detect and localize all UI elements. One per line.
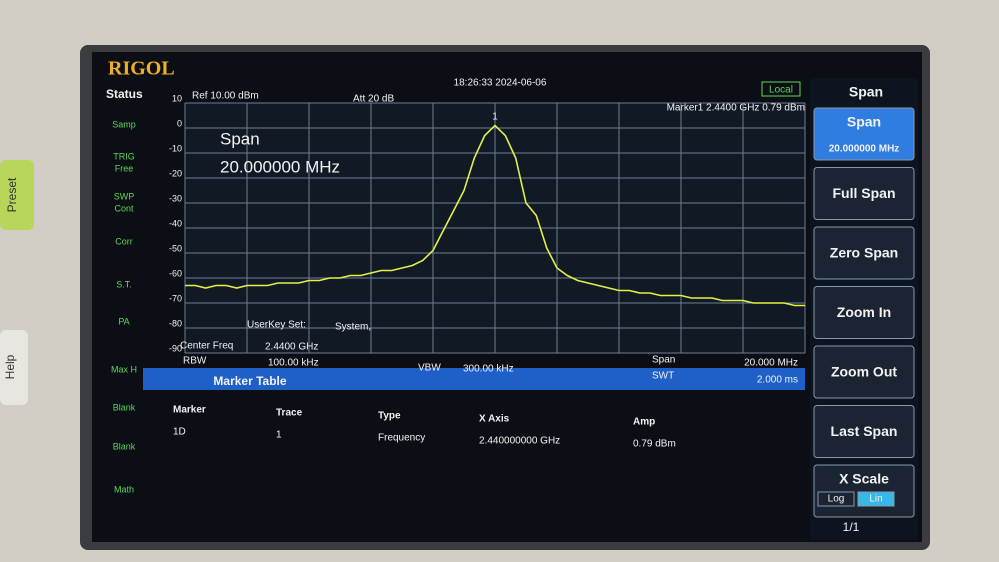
softkey-label: X Scale	[839, 471, 889, 487]
status-item: Blank	[113, 441, 136, 451]
scale-option[interactable]	[817, 491, 855, 507]
scale-option-label: Log	[828, 494, 845, 505]
help-button[interactable]	[0, 330, 28, 405]
status-item: Corr	[115, 236, 133, 246]
softkey-label: Zero Span	[830, 245, 898, 261]
info-rbw-label: RBW	[183, 356, 207, 367]
userkey-label: UserKey Set:	[247, 320, 306, 331]
y-tick-label: -30	[169, 193, 182, 203]
brand: RIGOL	[108, 58, 175, 80]
mode: Local	[769, 85, 793, 96]
status-item: Cont	[114, 203, 134, 213]
userkey-value: System,	[335, 322, 371, 333]
scale-option[interactable]	[857, 491, 895, 507]
table-header: X Axis	[479, 414, 510, 425]
overlay-span-label: Span	[220, 129, 260, 148]
softkey[interactable]	[813, 226, 915, 280]
table-cell: 1	[276, 430, 282, 441]
trace	[185, 124, 805, 307]
softkey[interactable]	[813, 345, 915, 399]
y-tick-label: 10	[172, 93, 182, 103]
span-value: 20.000000 MHz	[829, 144, 900, 155]
table-cell: 2.440000000 GHz	[479, 436, 560, 447]
table-header: Amp	[633, 417, 655, 428]
help-label: Help	[3, 354, 17, 379]
status-title: Status	[106, 87, 143, 101]
local-badge	[761, 81, 801, 97]
overlay-span-value: 20.000000 MHz	[220, 157, 340, 176]
table-cell: 1D	[173, 427, 186, 438]
softkey-label: Full Span	[833, 185, 896, 201]
status-item: S.T.	[116, 279, 132, 289]
datetime: 18:26:33 2024-06-06	[454, 78, 547, 89]
softkey[interactable]	[813, 107, 915, 161]
table-header: Trace	[276, 408, 303, 419]
table-header: Type	[378, 411, 401, 422]
status-item: PA	[118, 316, 129, 326]
menu-title: Span	[849, 84, 883, 100]
info-vbw-label: VBW	[418, 363, 441, 374]
preset-button[interactable]	[0, 160, 34, 230]
attenuation: Att 20 dB	[353, 94, 394, 105]
y-tick-label: -80	[169, 318, 182, 328]
marker-table-bar	[143, 368, 805, 390]
page-indicator: 1/1	[843, 520, 860, 534]
y-tick-label: -20	[169, 168, 182, 178]
status-item: Samp	[112, 119, 136, 129]
y-tick-label: -10	[169, 143, 182, 153]
table-header: Marker	[173, 405, 206, 416]
softkey-label: Span	[847, 114, 881, 130]
info-rbw-value: 100.00 kHz	[268, 358, 319, 369]
status-item: SWP	[114, 191, 135, 201]
ref-level: Ref 10.00 dBm	[192, 91, 259, 102]
y-tick-label: -40	[169, 218, 182, 228]
info-vbw-value: 300.00 kHz	[463, 364, 514, 375]
softkey[interactable]	[813, 405, 915, 458]
info-swt-label: SWT	[652, 371, 674, 382]
preset-label: Preset	[5, 177, 19, 212]
info-swt-value: 2.000 ms	[757, 375, 798, 386]
marker-readout: Marker1 2.4400 GHz 0.79 dBm	[667, 103, 805, 114]
table-cell: 0.79 dBm	[633, 439, 676, 450]
info-center-value: 2.4400 GHz	[265, 342, 318, 353]
info-span-value: 20.000 MHz	[744, 358, 798, 369]
status-item: Free	[115, 163, 134, 173]
y-tick-label: -70	[169, 293, 182, 303]
y-tick-label: -90	[169, 343, 182, 353]
status-item: Blank	[113, 402, 136, 412]
info-span-label: Span	[652, 355, 675, 366]
status-item: TRIG	[113, 151, 135, 161]
softkey-label: Last Span	[831, 423, 898, 439]
marker-table-title: Marker Table	[213, 374, 286, 388]
softkey-label: Zoom In	[837, 304, 891, 320]
scale-option-label: Lin	[869, 494, 882, 505]
info-center-label: Center Freq	[180, 341, 233, 352]
softkey[interactable]	[813, 286, 915, 339]
marker-id: 1	[492, 112, 498, 123]
y-tick-label: -50	[169, 243, 182, 253]
softkey[interactable]	[813, 167, 915, 220]
y-tick-label: 0	[177, 118, 182, 128]
status-item: Math	[114, 484, 134, 494]
table-cell: Frequency	[378, 433, 425, 444]
y-tick-label: -60	[169, 268, 182, 278]
softkey-label: Zoom Out	[831, 364, 897, 380]
status-item: Max H	[111, 364, 137, 374]
